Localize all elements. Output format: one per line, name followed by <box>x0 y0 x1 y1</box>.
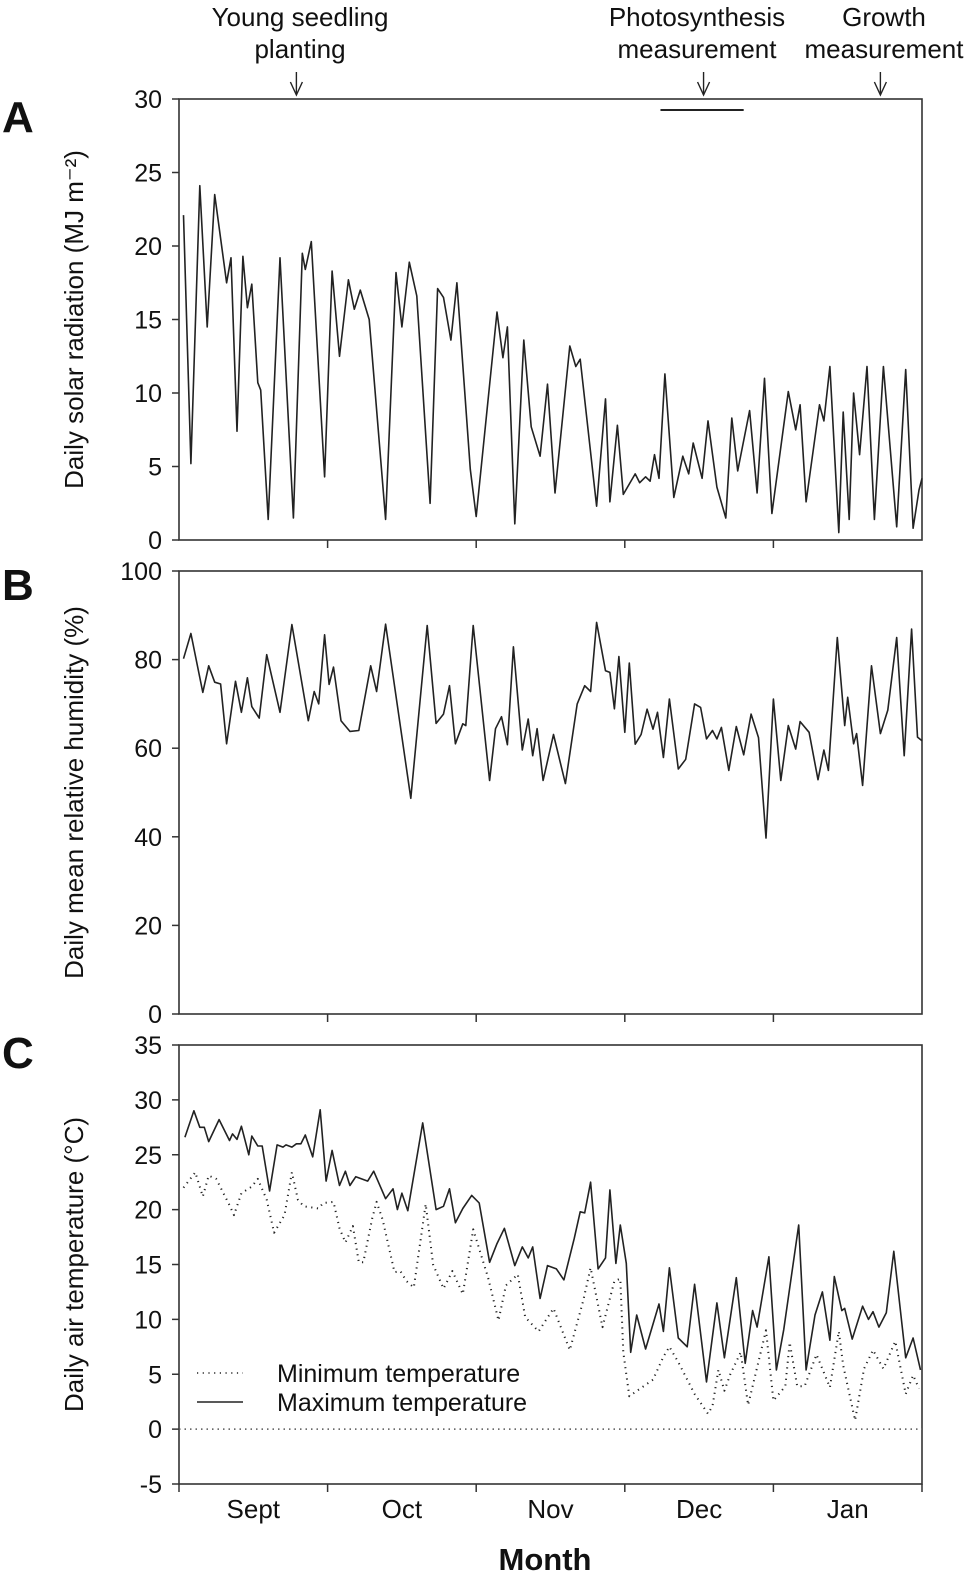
month-label: Oct <box>382 1494 423 1524</box>
y-tick-label: 5 <box>148 1361 162 1389</box>
panel-B: B 0 20 40 60 80 100 Daily mean relative humidit… <box>2 558 923 1029</box>
arrow-down-icon <box>873 72 888 97</box>
annotation-text: Photosynthesis <box>609 2 785 32</box>
y-tick-label: 0 <box>148 1416 162 1444</box>
y-tick-label: 10 <box>134 380 162 408</box>
y-tick-label: 25 <box>134 160 162 188</box>
y-tick-label: 15 <box>134 1252 162 1280</box>
panel-letter: B <box>2 561 34 610</box>
y-tick-label: 20 <box>134 912 162 940</box>
y-tick-label: 40 <box>134 824 162 852</box>
y-tick-label: 0 <box>148 527 162 555</box>
y-tick-label: 20 <box>134 233 162 261</box>
series-line <box>182 184 923 534</box>
y-tick-label: 10 <box>134 1306 162 1334</box>
y-axis-title: Daily air temperature (°C) <box>59 1117 89 1412</box>
y-tick-label: 100 <box>120 558 162 586</box>
month-label: Nov <box>527 1494 573 1524</box>
arrow-down-icon <box>289 72 304 97</box>
y-tick-label: 60 <box>134 735 162 763</box>
panels: A 0 5 10 15 20 25 30 Daily solar radiation (MJ m… <box>2 86 923 1499</box>
y-tick-label: 0 <box>148 1001 162 1029</box>
y-tick-label: 80 <box>134 647 162 675</box>
series-line <box>182 621 923 839</box>
y-tick-label: 30 <box>134 1087 162 1115</box>
panel-letter: C <box>2 1029 34 1078</box>
y-axis-title: Daily solar radiation (MJ m⁻²) <box>59 150 89 489</box>
legend-label: Minimum temperature <box>277 1360 520 1388</box>
plot-frame <box>178 570 923 1015</box>
y-tick-label: 35 <box>134 1032 162 1060</box>
annotation-text: planting <box>254 34 345 64</box>
annotation-text: Growth <box>842 2 926 32</box>
panel-A: A 0 5 10 15 20 25 30 Daily solar radiation (MJ m… <box>2 86 923 555</box>
panel-letter: A <box>2 93 34 142</box>
month-axis-labels: Sept Oct Nov Dec Jan <box>227 1494 869 1524</box>
y-axis-title: Daily mean relative humidity (%) <box>59 606 89 979</box>
month-label: Dec <box>676 1494 722 1524</box>
y-tick-label: 15 <box>134 307 162 335</box>
legend-label: Maximum temperature <box>277 1389 527 1417</box>
y-tick-label: 25 <box>134 1142 162 1170</box>
x-axis-title: Month <box>499 1542 592 1577</box>
month-label: Jan <box>827 1494 869 1524</box>
event-annotations: Young seedlingplantingPhotosynthesismeas… <box>212 2 965 111</box>
annotation-text: measurement <box>805 34 965 64</box>
y-tick-label: 5 <box>148 454 162 482</box>
y-tick-label: -5 <box>140 1471 162 1499</box>
annotation-text: measurement <box>618 34 778 64</box>
panel-C: C -5 0 5 10 15 20 25 30 35 Daily air temperature (… <box>2 1029 923 1499</box>
arrow-down-icon <box>696 72 711 97</box>
y-tick-label: 20 <box>134 1197 162 1225</box>
y-tick-label: 30 <box>134 86 162 114</box>
annotation-text: Young seedling <box>212 2 389 32</box>
plot-frame <box>178 1044 923 1485</box>
maximum-temperature-line <box>184 1109 922 1383</box>
month-label: Sept <box>227 1494 281 1524</box>
